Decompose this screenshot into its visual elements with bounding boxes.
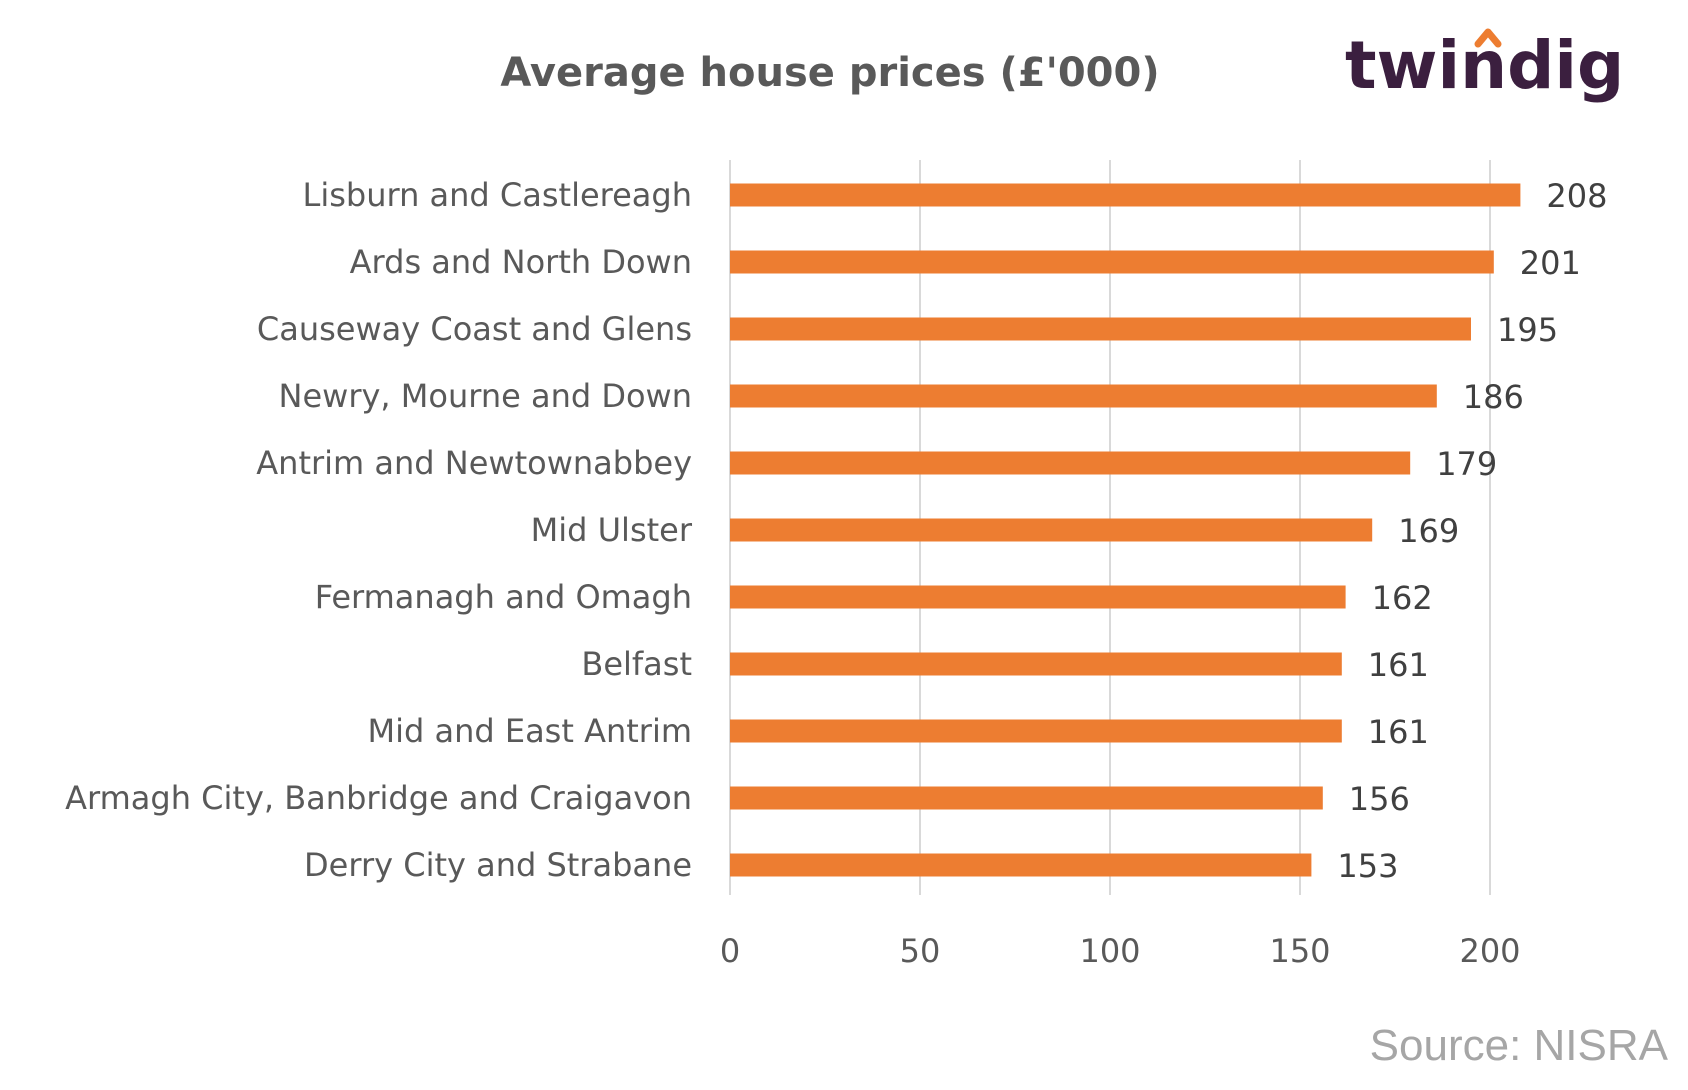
data-label: 208 <box>1546 177 1607 215</box>
bar <box>730 317 1471 341</box>
category-label: Mid Ulster <box>531 511 693 549</box>
data-label: 156 <box>1349 780 1410 818</box>
x-tick-label: 0 <box>720 932 740 970</box>
bar <box>730 250 1494 274</box>
data-label: 162 <box>1372 579 1433 617</box>
bar <box>730 518 1373 542</box>
data-label: 153 <box>1337 847 1398 885</box>
bar <box>730 384 1437 408</box>
x-tick-label: 50 <box>900 932 941 970</box>
bar <box>730 585 1346 609</box>
category-label: Armagh City, Banbridge and Craigavon <box>65 779 692 817</box>
data-label: 179 <box>1436 445 1497 483</box>
category-label: Causeway Coast and Glens <box>257 310 692 348</box>
data-label: 169 <box>1398 512 1459 550</box>
x-tick-label: 200 <box>1459 932 1520 970</box>
category-label: Derry City and Strabane <box>304 846 692 884</box>
category-label: Lisburn and Castlereagh <box>303 176 693 214</box>
bar <box>730 652 1342 676</box>
bars <box>730 183 1521 877</box>
bar <box>730 183 1521 207</box>
data-label: 201 <box>1520 244 1581 282</box>
chart-title: Average house prices (£'000) <box>500 50 1159 96</box>
twindig-logo: twindig <box>1345 27 1624 104</box>
bar <box>730 719 1342 743</box>
source-note: Source: NISRA <box>1370 1021 1669 1070</box>
logo-accent-icon <box>1474 28 1502 48</box>
data-label: 161 <box>1368 713 1429 751</box>
category-label: Mid and East Antrim <box>367 712 692 750</box>
x-axis-tick-labels: 0 50 100 150 200 <box>720 932 1521 970</box>
data-label: 161 <box>1368 646 1429 684</box>
value-labels: 208 201 195 186 179 169 162 161 161 156 153 <box>1337 177 1607 885</box>
category-labels: Lisburn and Castlereagh Ards and North Do… <box>65 176 693 884</box>
category-label: Antrim and Newtownabbey <box>256 444 692 482</box>
x-tick-label: 150 <box>1269 932 1330 970</box>
bar <box>730 853 1312 877</box>
category-label: Ards and North Down <box>350 243 692 281</box>
category-label: Fermanagh and Omagh <box>315 578 692 616</box>
bar <box>730 786 1323 810</box>
data-label: 186 <box>1463 378 1524 416</box>
category-label: Newry, Mourne and Down <box>279 377 692 415</box>
category-label: Belfast <box>581 645 692 683</box>
x-tick-label: 100 <box>1079 932 1140 970</box>
bar <box>730 451 1411 475</box>
data-label: 195 <box>1497 311 1558 349</box>
